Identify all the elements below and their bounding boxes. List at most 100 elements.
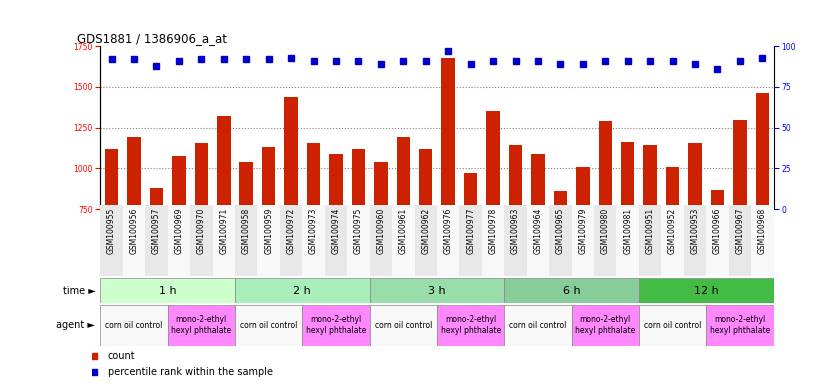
- Bar: [150, 188, 163, 332]
- Bar: [217, 116, 230, 332]
- Text: GSM100979: GSM100979: [579, 208, 588, 254]
- Text: 1 h: 1 h: [159, 286, 176, 296]
- Text: GSM100965: GSM100965: [556, 208, 565, 254]
- Bar: [122, 205, 145, 276]
- Bar: [307, 143, 320, 332]
- Text: GSM100957: GSM100957: [152, 208, 161, 254]
- Bar: [711, 190, 725, 332]
- Text: count: count: [108, 351, 135, 361]
- Bar: [370, 305, 437, 346]
- Text: corn oil control: corn oil control: [644, 321, 701, 330]
- Bar: [576, 167, 589, 332]
- Bar: [639, 305, 707, 346]
- Bar: [392, 205, 415, 276]
- Bar: [463, 172, 477, 332]
- Text: GSM100960: GSM100960: [376, 208, 385, 254]
- Text: GSM100981: GSM100981: [623, 208, 632, 254]
- Text: GSM100951: GSM100951: [645, 208, 654, 254]
- Bar: [100, 305, 168, 346]
- Text: GSM100973: GSM100973: [309, 208, 318, 254]
- Text: 2 h: 2 h: [294, 286, 311, 296]
- Bar: [437, 305, 504, 346]
- Bar: [504, 278, 639, 303]
- Text: 12 h: 12 h: [694, 286, 719, 296]
- Text: mono-2-ethyl
hexyl phthalate: mono-2-ethyl hexyl phthalate: [575, 315, 636, 336]
- Text: GSM100967: GSM100967: [735, 208, 744, 254]
- Bar: [235, 205, 257, 276]
- Text: GSM100975: GSM100975: [354, 208, 363, 254]
- Text: mono-2-ethyl
hexyl phthalate: mono-2-ethyl hexyl phthalate: [441, 315, 501, 336]
- Text: mono-2-ethyl
hexyl phthalate: mono-2-ethyl hexyl phthalate: [171, 315, 232, 336]
- Bar: [329, 154, 343, 332]
- Text: time ►: time ►: [63, 286, 95, 296]
- Bar: [100, 205, 122, 276]
- Bar: [257, 205, 280, 276]
- Bar: [370, 205, 392, 276]
- Bar: [617, 205, 639, 276]
- Bar: [302, 205, 325, 276]
- Bar: [459, 205, 481, 276]
- Bar: [397, 137, 410, 332]
- Bar: [666, 167, 679, 332]
- Text: GSM100963: GSM100963: [511, 208, 520, 254]
- Text: GSM100956: GSM100956: [130, 208, 139, 254]
- Bar: [172, 156, 185, 332]
- Bar: [168, 205, 190, 276]
- Bar: [347, 205, 370, 276]
- Text: GSM100959: GSM100959: [264, 208, 273, 254]
- Text: GSM100974: GSM100974: [331, 208, 340, 254]
- Text: GSM100976: GSM100976: [444, 208, 453, 254]
- Bar: [370, 278, 504, 303]
- Text: GSM100977: GSM100977: [466, 208, 475, 254]
- Bar: [733, 120, 747, 332]
- Bar: [639, 278, 774, 303]
- Bar: [235, 278, 370, 303]
- Bar: [100, 278, 235, 303]
- Bar: [212, 205, 235, 276]
- Bar: [549, 205, 571, 276]
- Bar: [527, 205, 549, 276]
- Bar: [437, 205, 459, 276]
- Bar: [419, 149, 432, 332]
- Bar: [280, 205, 303, 276]
- Text: mono-2-ethyl
hexyl phthalate: mono-2-ethyl hexyl phthalate: [306, 315, 366, 336]
- Bar: [194, 143, 208, 332]
- Bar: [352, 149, 366, 332]
- Text: GSM100955: GSM100955: [107, 208, 116, 254]
- Bar: [661, 205, 684, 276]
- Text: mono-2-ethyl
hexyl phthalate: mono-2-ethyl hexyl phthalate: [710, 315, 770, 336]
- Text: GSM100962: GSM100962: [421, 208, 430, 254]
- Bar: [481, 205, 504, 276]
- Text: GSM100971: GSM100971: [220, 208, 228, 254]
- Text: GSM100980: GSM100980: [601, 208, 610, 254]
- Text: corn oil control: corn oil control: [105, 321, 162, 330]
- Bar: [127, 137, 140, 332]
- Text: corn oil control: corn oil control: [375, 321, 432, 330]
- Text: GSM100964: GSM100964: [534, 208, 543, 254]
- Text: GSM100969: GSM100969: [175, 208, 184, 254]
- Text: agent ►: agent ►: [56, 320, 95, 331]
- Bar: [553, 191, 567, 332]
- Bar: [190, 205, 212, 276]
- Bar: [504, 205, 527, 276]
- Bar: [571, 205, 594, 276]
- Text: 6 h: 6 h: [563, 286, 580, 296]
- Bar: [684, 205, 707, 276]
- Text: GSM100952: GSM100952: [668, 208, 677, 254]
- Bar: [707, 205, 729, 276]
- Text: GSM100966: GSM100966: [713, 208, 722, 254]
- Text: GDS1881 / 1386906_a_at: GDS1881 / 1386906_a_at: [77, 32, 227, 45]
- Bar: [262, 147, 276, 332]
- Bar: [571, 305, 639, 346]
- Text: GSM100972: GSM100972: [286, 208, 295, 254]
- Bar: [104, 149, 118, 332]
- Text: corn oil control: corn oil control: [240, 321, 297, 330]
- Text: percentile rank within the sample: percentile rank within the sample: [108, 367, 273, 377]
- Bar: [707, 305, 774, 346]
- Bar: [643, 145, 657, 332]
- Bar: [415, 205, 437, 276]
- Bar: [374, 162, 388, 332]
- Text: corn oil control: corn oil control: [509, 321, 566, 330]
- Bar: [441, 58, 455, 332]
- Bar: [621, 142, 635, 332]
